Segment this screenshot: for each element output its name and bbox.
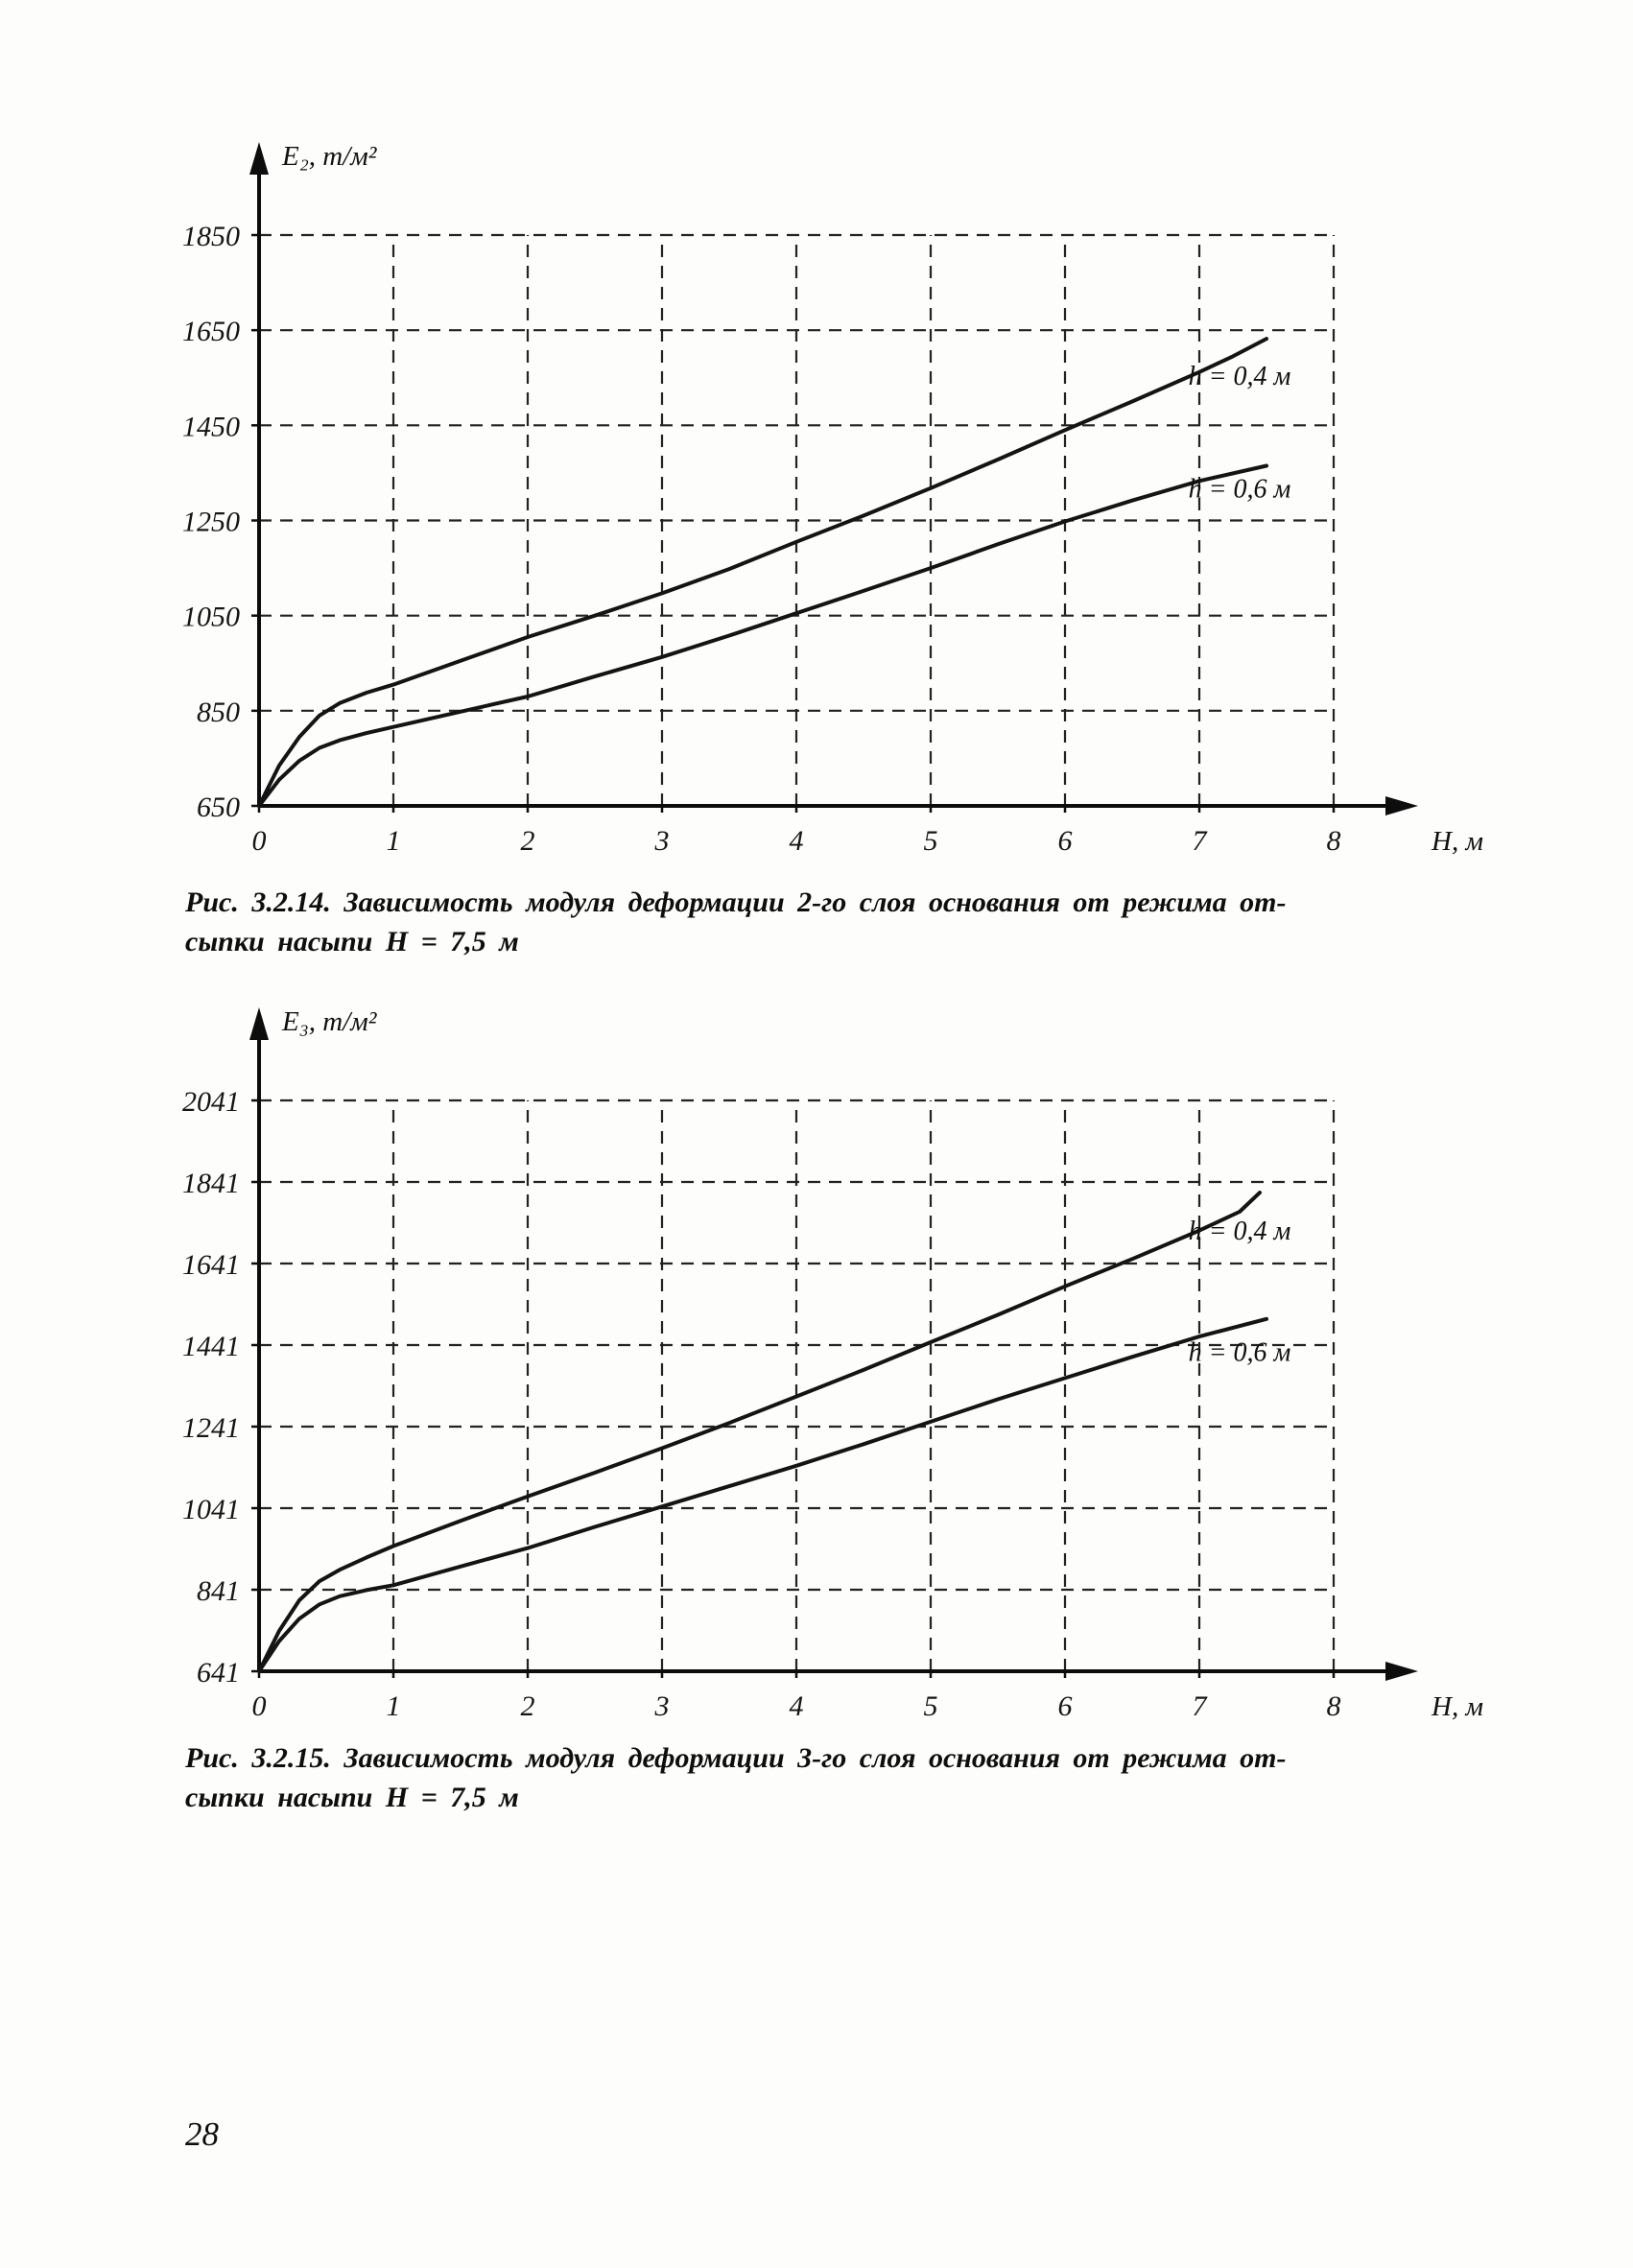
x-axis-arrow-icon [1385,796,1418,815]
caption-line: Рис. 3.2.14. Зависимость модуля деформац… [185,886,1287,918]
x-tick-label: 1 [387,1690,401,1722]
y-tick-label: 1850 [182,221,240,252]
y-tick-label: 1250 [182,507,240,538]
series-label: h = 0,6 м [1189,475,1291,505]
x-tick-label: 6 [1058,1690,1073,1722]
x-tick-label: 3 [654,1690,670,1722]
y-tick-label: 850 [197,697,240,728]
x-tick-label: 2 [521,825,535,857]
series-line [257,463,1268,808]
series-line [257,1316,1268,1673]
caption-line: сыпки насыпи Н = 7,5 м [185,1782,519,1813]
y-tick-label: 1050 [182,602,240,633]
series-label: h = 0,6 м [1189,1338,1291,1368]
x-tick-label: 0 [252,1690,267,1722]
page-number: 28 [185,2115,219,2153]
x-tick-label: 2 [521,1690,535,1722]
chart-e2-vs-h: 650 850 1050 1250 1450 1650 1850 0 1 2 3 4 5 6 7 8 E₂, т… [182,141,1483,857]
y-axis-arrow-icon [249,1007,269,1040]
x-tick-label: 3 [654,825,670,857]
x-tick-label: 8 [1327,1690,1341,1722]
y-tick-label: 1650 [182,316,240,347]
series-label: h = 0,4 м [1189,1217,1291,1246]
y-tick-label: 1041 [182,1494,240,1525]
y-tick-label: 1641 [182,1249,240,1281]
caption-line: Рис. 3.2.15. Зависимость модуля деформац… [185,1742,1287,1774]
series-label: h = 0,4 м [1189,362,1291,391]
x-tick-label: 4 [790,825,804,857]
y-tick-label: 1441 [182,1331,240,1362]
y-tick-label: 841 [197,1575,240,1607]
y-tick-label: 2041 [182,1086,240,1118]
x-tick-label: 5 [924,825,938,857]
y-tick-label: 1841 [182,1168,240,1199]
x-tick-label: 5 [924,1690,938,1722]
x-tick-label: 0 [252,825,267,857]
y-tick-label: 1241 [182,1412,240,1444]
chart-e3-vs-h: 641 841 1041 1241 1441 1641 1841 2041 0 1 2 3 4 5 6 7 8 E… [182,1006,1483,1722]
y-tick-label: 1450 [182,411,240,442]
figure-caption-3-2-14: Рис. 3.2.14. Зависимость модуля деформац… [185,883,1471,961]
y-axis-title: E₂, т/м² [281,141,378,172]
y-tick-label: 641 [197,1657,240,1689]
y-axis-title: E₃, т/м² [281,1006,378,1037]
x-tick-label: 7 [1193,825,1209,857]
y-tick-label: 650 [197,791,240,823]
x-tick-label: 4 [790,1690,804,1722]
x-axis-title: Н, м [1431,826,1483,857]
x-axis-arrow-icon [1385,1662,1418,1681]
x-tick-label: 7 [1193,1690,1209,1722]
series-line [257,1191,1262,1673]
x-tick-label: 8 [1327,825,1341,857]
x-axis-title: Н, м [1431,1691,1483,1722]
y-axis-arrow-icon [249,142,269,175]
x-tick-label: 1 [387,825,401,857]
x-tick-label: 6 [1058,825,1073,857]
caption-line: сыпки насыпи Н = 7,5 м [185,926,519,957]
figure-caption-3-2-15: Рис. 3.2.15. Зависимость модуля деформац… [185,1738,1471,1817]
series-line [257,337,1268,808]
